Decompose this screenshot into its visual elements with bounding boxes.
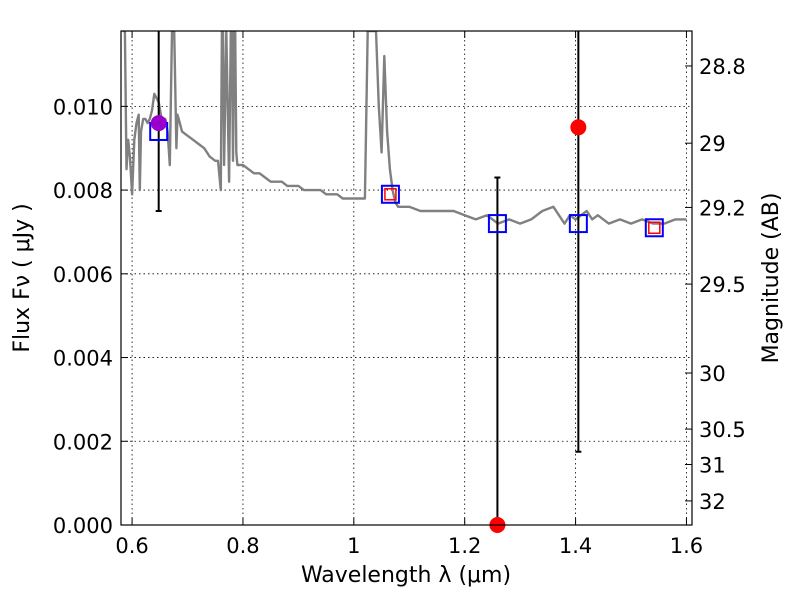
y-tick-label: 0.004 (53, 347, 113, 371)
x-tick-label: 1.2 (448, 534, 481, 558)
model-photometry-square (644, 218, 664, 238)
right-tick-label: 29.5 (699, 273, 746, 297)
observed-photometry-point (150, 115, 167, 132)
observed-small-square (384, 188, 397, 201)
model-photometry-square (568, 214, 588, 234)
grid-lines (121, 31, 692, 526)
y-tick-label: 0.000 (53, 514, 113, 538)
right-axis-title: Magnitude (AB) (759, 193, 784, 364)
model-photometry-square (487, 214, 507, 234)
right-tick-label: 30 (699, 362, 726, 386)
x-tick-label: 1 (347, 534, 360, 558)
x-tick-label: 1.6 (670, 534, 703, 558)
x-tick-label: 1.4 (559, 534, 592, 558)
y-tick-label: 0.008 (53, 179, 113, 203)
x-tick-label: 0.8 (226, 534, 259, 558)
observed-small-square (648, 221, 661, 235)
right-tick-label: 29 (699, 132, 726, 156)
right-tick-label: 32 (699, 490, 726, 514)
model-photometry-square (380, 184, 400, 204)
x-tick-label: 0.6 (115, 534, 148, 558)
right-tick-label: 30.5 (699, 418, 746, 442)
y-axis-title: Flux Fν ( μJy ) (10, 203, 35, 352)
spectrum-layer (122, 31, 687, 225)
plot-content (122, 31, 687, 225)
right-tick-label: 28.8 (699, 55, 746, 79)
spectrum-line (122, 31, 687, 225)
y-tick-label: 0.002 (53, 430, 113, 454)
y-tick-label: 0.006 (53, 263, 113, 287)
right-tick-label: 31 (699, 453, 726, 477)
tick-layer: 0.6 0.8 1 1.2 1.4 1.6 0.000 0.002 0.004 0.006 0.00… (53, 31, 746, 558)
y-tick-label: 0.010 (53, 95, 113, 119)
right-tick-label: 29.2 (699, 196, 746, 220)
observed-photometry-point (570, 119, 587, 136)
marker-layer (149, 31, 664, 533)
plot-frame (120, 30, 693, 526)
x-axis-title: Wavelength λ (μm) (301, 563, 511, 588)
